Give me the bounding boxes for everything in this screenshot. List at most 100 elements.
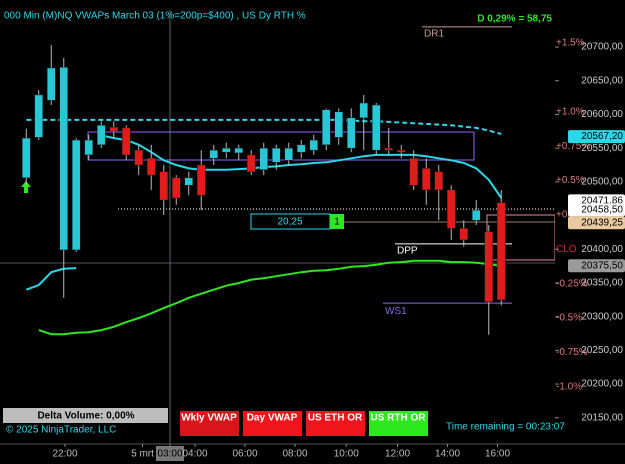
y-tick-label: 20600,00: [581, 109, 623, 120]
candle-body: [309, 139, 318, 151]
price-marker-label: 20375,50: [581, 260, 623, 271]
candle-body: [122, 127, 131, 156]
order-count-box: [330, 214, 344, 229]
candle-body: [247, 154, 256, 173]
percent-label: +0.5%: [556, 175, 585, 186]
candle-body: [34, 94, 43, 138]
candle-body: [422, 168, 431, 191]
percent-label: +1.0%: [556, 106, 585, 117]
price-marker: [568, 130, 625, 144]
candle-body: [47, 67, 56, 101]
indicator-line: [26, 118, 502, 135]
candle-body: [109, 127, 118, 132]
x-tick-label: 03:00: [157, 449, 182, 460]
candle-body: [72, 139, 81, 251]
chart-title: 000 Min (M)NQ VWAPs March 03 (1%=200p=$4…: [4, 11, 306, 22]
candle-body: [184, 177, 193, 186]
candle-body: [459, 228, 468, 241]
candle-body: [284, 147, 293, 161]
x-tick-label: 10:00: [334, 449, 359, 460]
percent-label: +0.2: [556, 210, 576, 221]
candle-body: [147, 158, 156, 176]
level-label: WS1: [385, 306, 407, 317]
delta-panel: [3, 408, 168, 423]
candle-body: [322, 109, 331, 146]
y-tick-label: 20350,00: [581, 278, 623, 289]
candle-body: [97, 125, 106, 146]
x-tick-label: 12:00: [385, 449, 410, 460]
candle-body: [209, 149, 218, 159]
button[interactable]: [369, 411, 428, 436]
order-qty: 20,25: [277, 217, 302, 228]
x-tick-label: 5 mrt: [131, 449, 154, 460]
button[interactable]: [306, 411, 365, 436]
price-marker-label: 20458,50: [581, 204, 623, 215]
candle-body: [472, 209, 481, 221]
percent-label: -1.0%: [556, 381, 582, 392]
candle-body: [234, 147, 243, 154]
price-marker-label: 20471,86: [581, 195, 623, 206]
axis: +1.5% +1.0% +0.75% +0.5% +0.2 CLO -0.25% -0.5% -…: [555, 38, 625, 423]
button-label[interactable]: US ETH OR: [308, 413, 363, 424]
copyright: © 2025 NinjaTrader, LLC: [6, 425, 116, 436]
buttons: Wkly VWAP Day VWAP US ETH OR US RTH OR: [180, 411, 428, 436]
candle-body: [372, 104, 381, 151]
price-marker-label: 20439,25: [581, 217, 623, 228]
percent-label: -0.25%: [556, 278, 588, 289]
indicator-line: [25, 134, 503, 291]
y-tick-label: 20650,00: [581, 75, 623, 86]
indicator-line: [38, 259, 502, 336]
button-label[interactable]: Wkly VWAP: [181, 413, 237, 424]
percent-label: +0.75%: [556, 141, 590, 152]
y-tick-label: 20700,00: [581, 42, 623, 53]
candle-body: [272, 147, 281, 163]
y-tick-label: 20250,00: [581, 345, 623, 356]
y-tick-label: 20150,00: [581, 412, 623, 423]
x-tick-label: 06:00: [232, 449, 257, 460]
price-marker-label: 20567,20: [581, 131, 623, 142]
candle-body: [172, 177, 181, 199]
price-marker: [568, 259, 625, 273]
candle-body: [222, 147, 231, 153]
candle-body: [334, 111, 343, 138]
percent-label: -0.5%: [556, 313, 582, 324]
x-tick-label: 08:00: [282, 449, 307, 460]
day-change: D 0,29% = 58,75: [477, 14, 552, 25]
percent-label: -0.75%: [556, 347, 588, 358]
y-tick-label: 20500,00: [581, 177, 623, 188]
candle-body: [197, 164, 206, 196]
candle-body: [22, 137, 31, 179]
percent-label: +1.5%: [556, 38, 585, 49]
signal-arrow: [21, 181, 31, 193]
candle-body: [159, 171, 168, 201]
candle-body: [347, 117, 356, 149]
price-marker: [568, 216, 625, 230]
x-tick-label: 16:00: [485, 449, 510, 460]
y-tick-label: 20400,00: [581, 244, 623, 255]
x-tick-label: 22:00: [52, 449, 77, 460]
order-count: 1: [334, 217, 340, 228]
y-tick-label: 20200,00: [581, 379, 623, 390]
plot: DR1 DPP WS1: [22, 26, 512, 336]
button-label[interactable]: Day VWAP: [247, 413, 298, 424]
delta-volume: Delta Volume: 0,00%: [37, 411, 134, 422]
button[interactable]: [243, 411, 302, 436]
level-label: DR1: [424, 28, 444, 39]
x-tick-label: 04:00: [182, 449, 207, 460]
time-remaining: Time remaining = 00:23:07: [446, 422, 565, 433]
button-label[interactable]: US RTH OR: [371, 413, 427, 424]
y-tick-label: 20550,00: [581, 143, 623, 154]
candle-body: [409, 158, 418, 186]
x-tick-highlight: [156, 446, 184, 461]
candle-body: [484, 231, 493, 303]
x-tick-label: 14:00: [435, 449, 460, 460]
candle-body: [359, 102, 368, 119]
y-tick-label: 20300,00: [581, 311, 623, 322]
candle-body: [59, 67, 68, 251]
candle-body: [397, 149, 406, 153]
button[interactable]: [180, 411, 239, 436]
percent-label: CLO: [556, 244, 577, 255]
